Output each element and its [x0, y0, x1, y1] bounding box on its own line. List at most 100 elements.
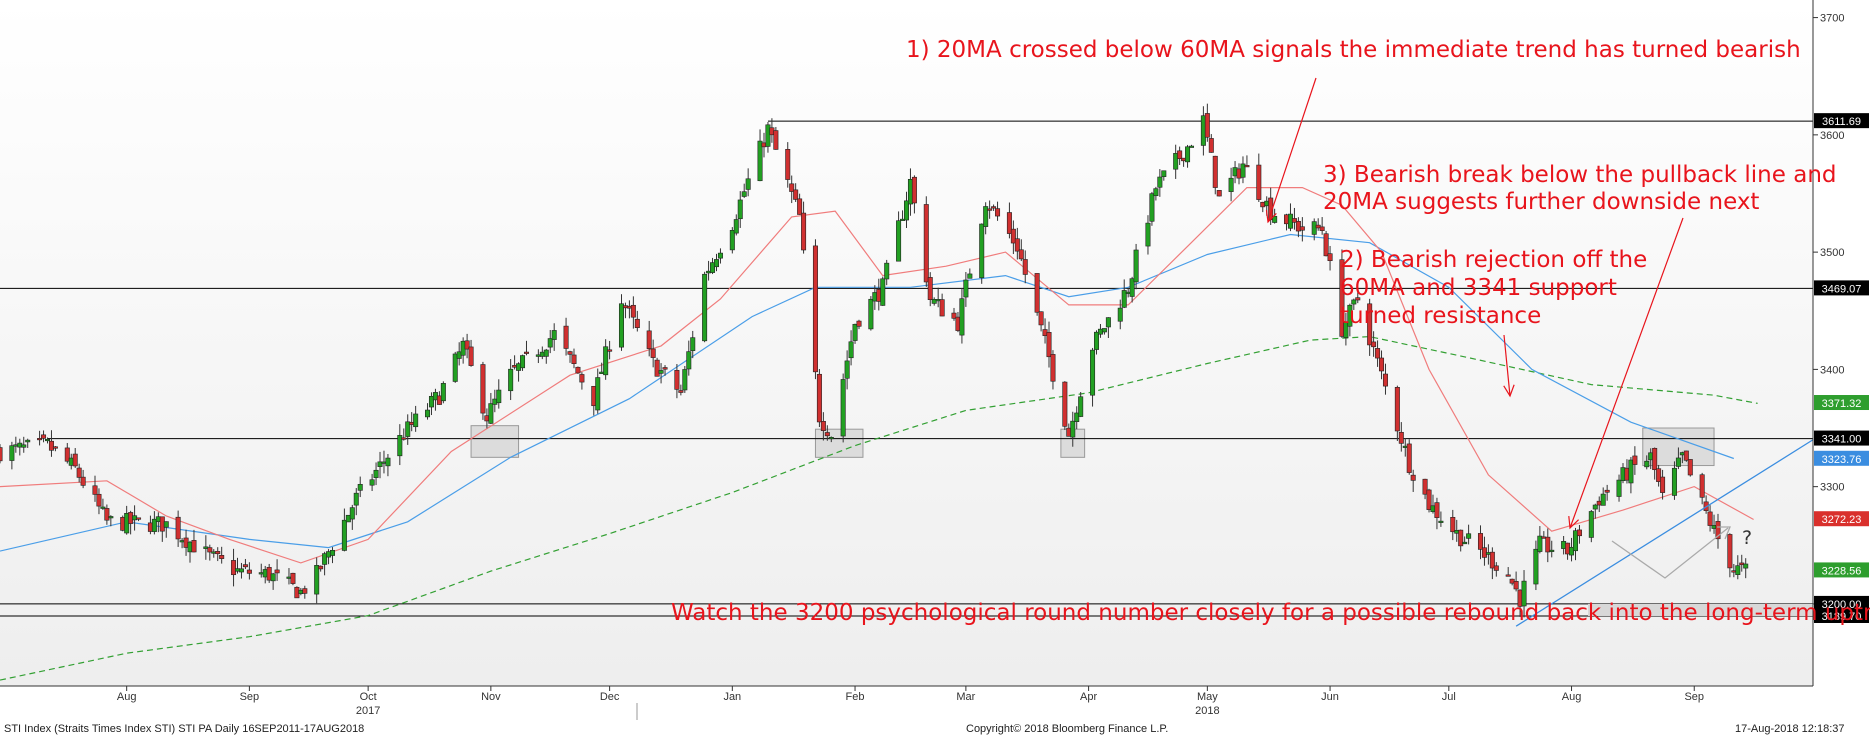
pullback-trendline — [1515, 439, 1814, 627]
candle-up — [547, 338, 553, 348]
x-tick-label: Aug — [117, 691, 137, 703]
candle-up — [520, 355, 526, 369]
candle-up — [1189, 145, 1195, 148]
candle-up — [658, 370, 664, 374]
annotation-question-mark: ? — [1742, 527, 1753, 549]
candle-up — [1101, 328, 1107, 333]
candle-down — [820, 421, 826, 431]
candle-up — [1671, 467, 1677, 496]
candle-down — [1022, 259, 1028, 275]
candle-up — [488, 403, 494, 424]
candle-down — [1204, 113, 1210, 138]
candle-down — [816, 373, 822, 423]
x-tick-label: Jan — [723, 691, 741, 703]
plot-background — [0, 0, 1813, 686]
candle-down — [1014, 238, 1020, 252]
y-tick-label: 3400 — [1820, 364, 1844, 376]
candle-down — [1038, 311, 1044, 326]
candle-down — [797, 198, 803, 215]
y-tick-label: 3600 — [1820, 130, 1844, 142]
candle-up — [357, 484, 363, 491]
candle-up — [1157, 176, 1163, 188]
candle-up — [1743, 563, 1749, 569]
candle-down — [1699, 474, 1705, 498]
support-resistance-lines — [0, 120, 1813, 617]
candle-up — [1549, 549, 1555, 552]
candle-up — [1644, 460, 1650, 468]
candle-up — [686, 351, 692, 370]
candle-up — [385, 457, 391, 467]
annotation-watch-3200: Watch the 3200 psychological round numbe… — [671, 600, 1870, 626]
candle-down — [1545, 536, 1551, 553]
candle-down — [48, 440, 54, 451]
value-tag-box — [1814, 280, 1869, 296]
candle-up — [967, 273, 973, 279]
candle-down — [37, 438, 43, 441]
candle-up — [737, 199, 743, 220]
candle-down — [1632, 455, 1638, 465]
candle-up — [397, 435, 403, 457]
candle-down — [634, 318, 640, 328]
candle-down — [801, 212, 807, 251]
candle-up — [979, 223, 985, 279]
candle-down — [1687, 459, 1693, 476]
candle-up — [1185, 146, 1191, 163]
candle-up — [1153, 188, 1159, 197]
candle-down — [789, 183, 795, 192]
candle-up — [1347, 304, 1353, 327]
annotation-rejection-3: turned resistance — [1340, 303, 1542, 329]
candle-down — [1212, 155, 1218, 188]
candle-up — [270, 573, 276, 582]
candle-down — [678, 390, 684, 393]
candle-down — [987, 208, 993, 211]
candle-down — [654, 359, 660, 377]
candle-down — [1355, 297, 1361, 301]
x-tick-label: Apr — [1080, 691, 1097, 703]
candle-up — [931, 299, 937, 304]
candle-up — [1569, 546, 1575, 556]
candle-down — [1683, 450, 1689, 461]
candle-down — [219, 555, 225, 559]
candle-down — [650, 348, 656, 358]
x-tick-label: Mar — [956, 691, 975, 703]
candle-down — [1422, 478, 1428, 495]
candle-down — [1406, 443, 1412, 473]
annotation-ma-cross: 1) 20MA crossed below 60MA signals the i… — [906, 37, 1801, 63]
candle-up — [1592, 504, 1598, 510]
x-tick-label: Nov — [481, 691, 501, 703]
value-tag-label: 3272.23 — [1822, 514, 1862, 526]
candle-down — [939, 299, 945, 317]
candle-down — [1379, 357, 1385, 372]
candle-down — [401, 437, 407, 440]
candle-down — [136, 517, 142, 520]
candle-down — [191, 540, 197, 553]
axis-background — [1813, 0, 1870, 686]
candle-up — [9, 445, 15, 461]
candle-down — [0, 447, 3, 462]
annotation-rejection-1: 2) Bearish rejection off the — [1340, 247, 1648, 273]
candle-down — [175, 516, 181, 540]
candle-down — [104, 508, 110, 521]
candle-down — [72, 453, 78, 467]
footer-timestamp: 17-Aug-2018 12:18:37 — [1735, 723, 1845, 735]
candle-up — [551, 330, 557, 340]
candle-up — [1105, 317, 1111, 328]
candle-down — [52, 446, 58, 449]
candle-up — [1533, 548, 1539, 585]
candle-up — [1145, 222, 1151, 247]
candle-down — [1394, 387, 1400, 432]
value-tag-label: 3371.32 — [1822, 398, 1862, 410]
candle-down — [991, 206, 997, 209]
axes: 320033003400350036003700AugSepOctNovDecJ… — [0, 0, 1844, 720]
candle-up — [405, 421, 411, 437]
candle-up — [341, 519, 347, 551]
candle-down — [1505, 574, 1511, 577]
candle-down — [215, 550, 221, 555]
candle-up — [353, 492, 359, 506]
value-tags: 3611.69 3469.07 3371.32 3341.00 3323.76 3272.… — [1814, 113, 1869, 623]
annotation-pullback-break-1: 3) Bearish break below the pullback line… — [1323, 162, 1837, 188]
candle-down — [1375, 348, 1381, 359]
candle-up — [1121, 290, 1127, 308]
candle-up — [322, 553, 328, 565]
candle-down — [662, 367, 668, 370]
